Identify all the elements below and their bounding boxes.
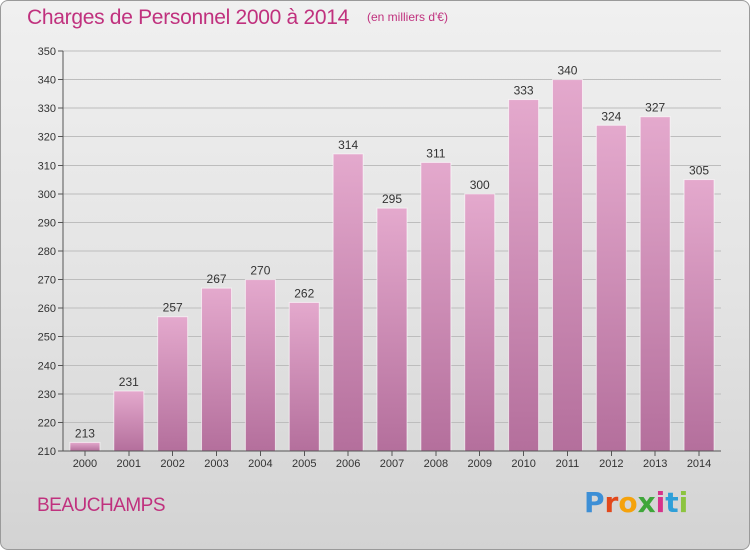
value-label: 270: [250, 264, 270, 278]
y-tick-label: 250: [38, 332, 56, 344]
x-tick-label: 2009: [467, 458, 491, 470]
x-tick-label: 2005: [292, 458, 316, 470]
y-tick-label: 220: [38, 417, 56, 429]
y-tick-label: 270: [38, 275, 56, 287]
value-label: 213: [75, 426, 95, 440]
bar-2012: [595, 124, 627, 452]
value-label: 267: [207, 272, 227, 286]
value-label: 333: [514, 84, 534, 98]
y-tick-label: 330: [38, 103, 56, 115]
x-tick-label: 2007: [380, 458, 404, 470]
labels: 210 220 230 240 250 260 270 280 290 300 310 320 330 3…: [38, 46, 712, 470]
x-tick-label: 2000: [73, 458, 97, 470]
value-label: 231: [119, 375, 139, 389]
proxiti-logo[interactable]: Proxiti: [584, 486, 689, 519]
value-label: 340: [557, 64, 577, 78]
x-tick-label: 2001: [117, 458, 141, 470]
x-tick-label: 2013: [643, 458, 667, 470]
y-tick-label: 210: [38, 446, 56, 458]
bar-2008: [420, 161, 452, 452]
y-tick-label: 310: [38, 160, 56, 172]
x-tick-label: 2002: [160, 458, 184, 470]
y-tick-label: 230: [38, 389, 56, 401]
value-label: 305: [689, 164, 709, 178]
commune-name: BEAUCHAMPS: [37, 495, 166, 516]
value-label: 311: [426, 146, 445, 160]
bar-2003: [201, 287, 233, 452]
x-tick-label: 2004: [248, 458, 272, 470]
bar-2010: [508, 99, 540, 452]
value-label: 314: [338, 138, 358, 152]
y-tick-label: 320: [38, 132, 56, 144]
y-tick-label: 290: [38, 217, 56, 229]
bar-2007: [376, 207, 408, 452]
bar-2001: [113, 390, 145, 452]
value-label: 257: [163, 301, 183, 315]
bars: [69, 79, 715, 452]
bar-2011: [551, 79, 583, 452]
chart-subtitle: (en milliers d'€): [366, 10, 448, 24]
bar-2000: [69, 441, 101, 452]
bar-2013: [639, 116, 671, 452]
x-tick-label: 2010: [511, 458, 535, 470]
bar-2006: [332, 153, 364, 452]
value-label: 324: [601, 109, 621, 123]
bar-2002: [157, 316, 189, 452]
y-tick-label: 240: [38, 360, 56, 372]
bar-2004: [244, 279, 276, 452]
bar-2014: [683, 179, 715, 452]
y-tick-label: 280: [38, 246, 56, 258]
value-label: 327: [645, 101, 665, 115]
y-tick-label: 340: [38, 75, 56, 87]
x-tick-label: 2003: [204, 458, 228, 470]
y-tick-label: 350: [38, 46, 56, 58]
value-label: 262: [294, 286, 314, 300]
x-tick-label: 2006: [336, 458, 360, 470]
chart-title: Charges de Personnel 2000 à 2014: [27, 6, 349, 29]
y-tick-label: 300: [38, 189, 56, 201]
x-tick-label: 2008: [424, 458, 448, 470]
value-label: 300: [470, 178, 490, 192]
y-tick-label: 260: [38, 303, 56, 315]
title-row: Charges de Personnel 2000 à 2014 (en mill…: [27, 6, 448, 30]
bar-2005: [288, 301, 320, 452]
bar-2009: [464, 193, 496, 452]
x-tick-label: 2011: [556, 458, 580, 470]
value-label: 295: [382, 192, 402, 206]
axes: [58, 50, 721, 456]
x-tick-label: 2014: [687, 458, 711, 470]
x-tick-label: 2012: [599, 458, 623, 470]
